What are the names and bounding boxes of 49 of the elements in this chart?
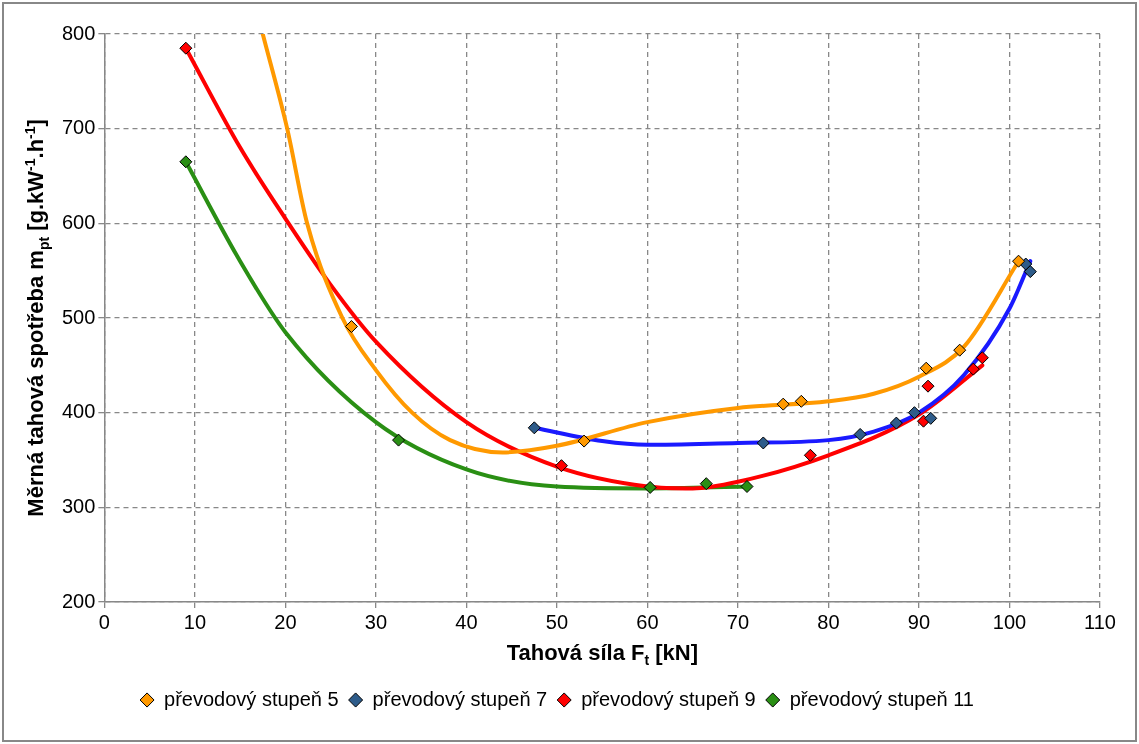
point <box>907 406 921 420</box>
x-tick-label: 50 <box>545 610 569 633</box>
legend-label: převodový stupeň 5 <box>164 687 339 710</box>
y-tick-label: 500 <box>61 305 96 328</box>
point <box>853 427 867 441</box>
point <box>803 448 817 462</box>
x-tick-label: 30 <box>364 610 388 633</box>
point <box>794 394 808 408</box>
point <box>179 41 193 55</box>
point <box>344 320 358 334</box>
x-axis-title: Tahová síla F$_{t}$ [kN] <box>506 640 698 669</box>
y-tick-label: 200 <box>61 589 96 612</box>
y-tick-label: 600 <box>61 210 96 233</box>
point <box>699 477 713 491</box>
x-tick-label: 0 <box>98 610 110 633</box>
point <box>919 361 933 375</box>
legend-label: převodový stupeň 7 <box>372 687 548 710</box>
point <box>889 416 903 430</box>
point <box>179 155 193 169</box>
point <box>756 436 770 450</box>
point <box>776 397 790 411</box>
point <box>953 343 967 357</box>
point <box>924 411 938 425</box>
x-tick-label: 40 <box>455 610 478 633</box>
y-tick-label: 800 <box>61 21 96 44</box>
legend-label: převodový stupeň 9 <box>581 687 756 710</box>
x-tick-label: 100 <box>992 610 1027 633</box>
point <box>643 480 657 494</box>
y-tick-label: 300 <box>61 494 96 517</box>
point <box>527 421 541 435</box>
y-tick-label: 700 <box>61 116 96 139</box>
point <box>392 433 406 447</box>
x-tick-label: 10 <box>183 610 207 633</box>
y-tick-label: 400 <box>61 400 96 423</box>
point <box>577 434 591 448</box>
x-tick-label: 60 <box>636 610 659 633</box>
point <box>554 459 568 473</box>
point <box>966 362 980 376</box>
point <box>1023 265 1037 279</box>
x-tick-label: 20 <box>274 610 297 633</box>
point <box>975 351 989 365</box>
point <box>740 480 754 494</box>
point <box>921 379 935 393</box>
x-tick-label: 90 <box>907 610 931 633</box>
x-tick-label: 70 <box>726 610 750 633</box>
legend-label: převodový stupeň 11 <box>789 687 974 710</box>
point <box>1012 254 1026 268</box>
x-tick-label: 80 <box>817 610 840 633</box>
x-tick-label: 110 <box>1084 610 1116 633</box>
